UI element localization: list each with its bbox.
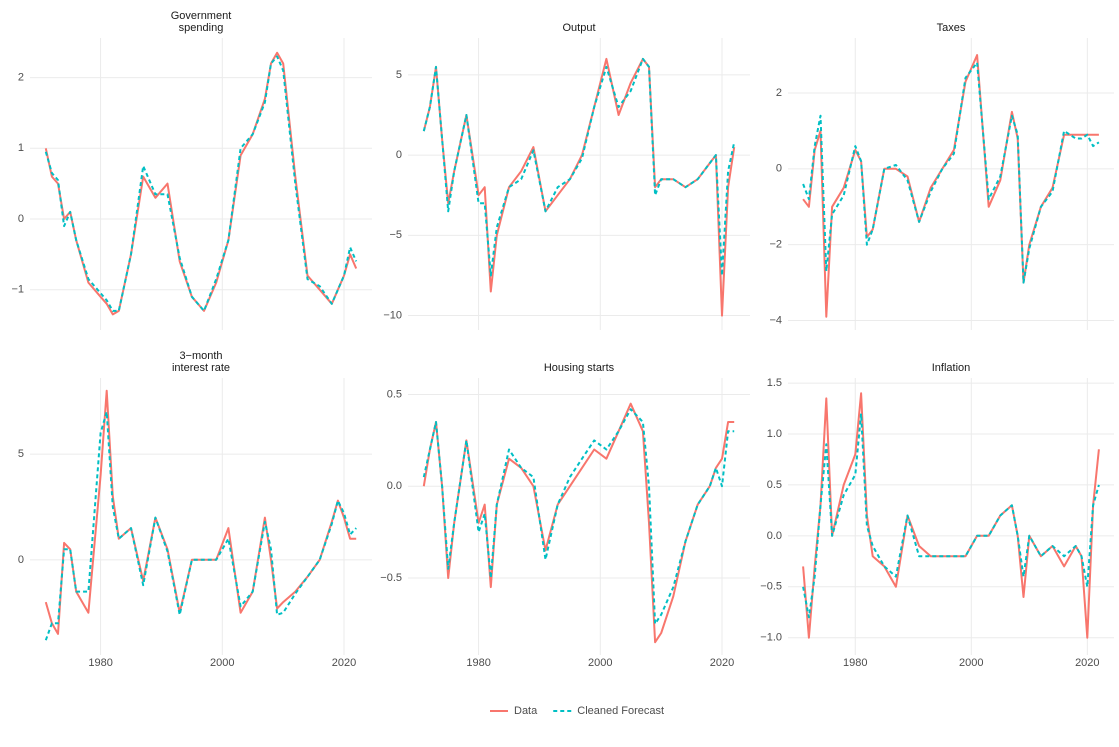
y-tick-label: 5: [18, 448, 24, 460]
y-tick-label: −1.0: [760, 632, 782, 644]
x-tick-label: 2020: [332, 657, 356, 669]
panel-title: Output: [562, 22, 596, 34]
panel-title: Taxes: [936, 22, 966, 34]
y-tick-label: 0: [18, 554, 24, 566]
x-tick-label: 2000: [959, 657, 983, 669]
panel-title: 3−month interest rate: [171, 350, 231, 374]
y-tick-label: 1.5: [767, 377, 782, 389]
y-tick-label: −1: [11, 284, 24, 296]
series-line: [422, 408, 735, 625]
series-line: [802, 61, 1100, 284]
y-tick-label: 1.0: [767, 428, 782, 440]
y-tick-label: −4: [769, 314, 782, 326]
y-tick-label: −2: [769, 239, 782, 251]
y-tick-label: 2: [18, 71, 24, 83]
series-line: [44, 410, 357, 641]
y-tick-label: 0.5: [387, 388, 402, 400]
x-tick-label: 1980: [466, 657, 490, 669]
series-line: [422, 402, 735, 644]
series-line: [44, 389, 357, 635]
y-tick-label: 0.0: [387, 480, 402, 492]
y-tick-label: −5: [389, 229, 402, 241]
x-tick-label: 2000: [210, 657, 234, 669]
legend-label: Data: [514, 705, 538, 717]
y-tick-label: 1: [18, 142, 24, 154]
series-line: [802, 412, 1100, 619]
y-tick-label: 0: [776, 163, 782, 175]
y-tick-label: 0: [396, 149, 402, 161]
series-line: [44, 51, 358, 316]
y-tick-label: 0.5: [767, 479, 782, 491]
y-tick-label: −0.5: [380, 572, 402, 584]
y-tick-label: 0.0: [767, 530, 782, 542]
y-tick-label: 0: [18, 213, 24, 225]
y-tick-label: −10: [383, 309, 402, 321]
series-line: [422, 57, 736, 317]
y-tick-label: 5: [396, 69, 402, 81]
y-tick-label: 2: [776, 87, 782, 99]
series-line: [44, 55, 358, 312]
y-tick-label: −0.5: [760, 581, 782, 593]
series-line: [802, 54, 1099, 318]
legend-label: Cleaned Forecast: [577, 705, 664, 717]
series-line: [422, 57, 736, 277]
x-tick-label: 1980: [88, 657, 112, 669]
panel-title: Inflation: [931, 362, 971, 374]
x-tick-label: 2020: [710, 657, 734, 669]
x-tick-label: 1980: [843, 657, 867, 669]
x-tick-label: 2020: [1075, 657, 1099, 669]
panel-title: Government spending: [170, 10, 232, 34]
panel-title: Housing starts: [543, 362, 615, 374]
series-line: [802, 392, 1100, 639]
x-tick-label: 2000: [588, 657, 612, 669]
